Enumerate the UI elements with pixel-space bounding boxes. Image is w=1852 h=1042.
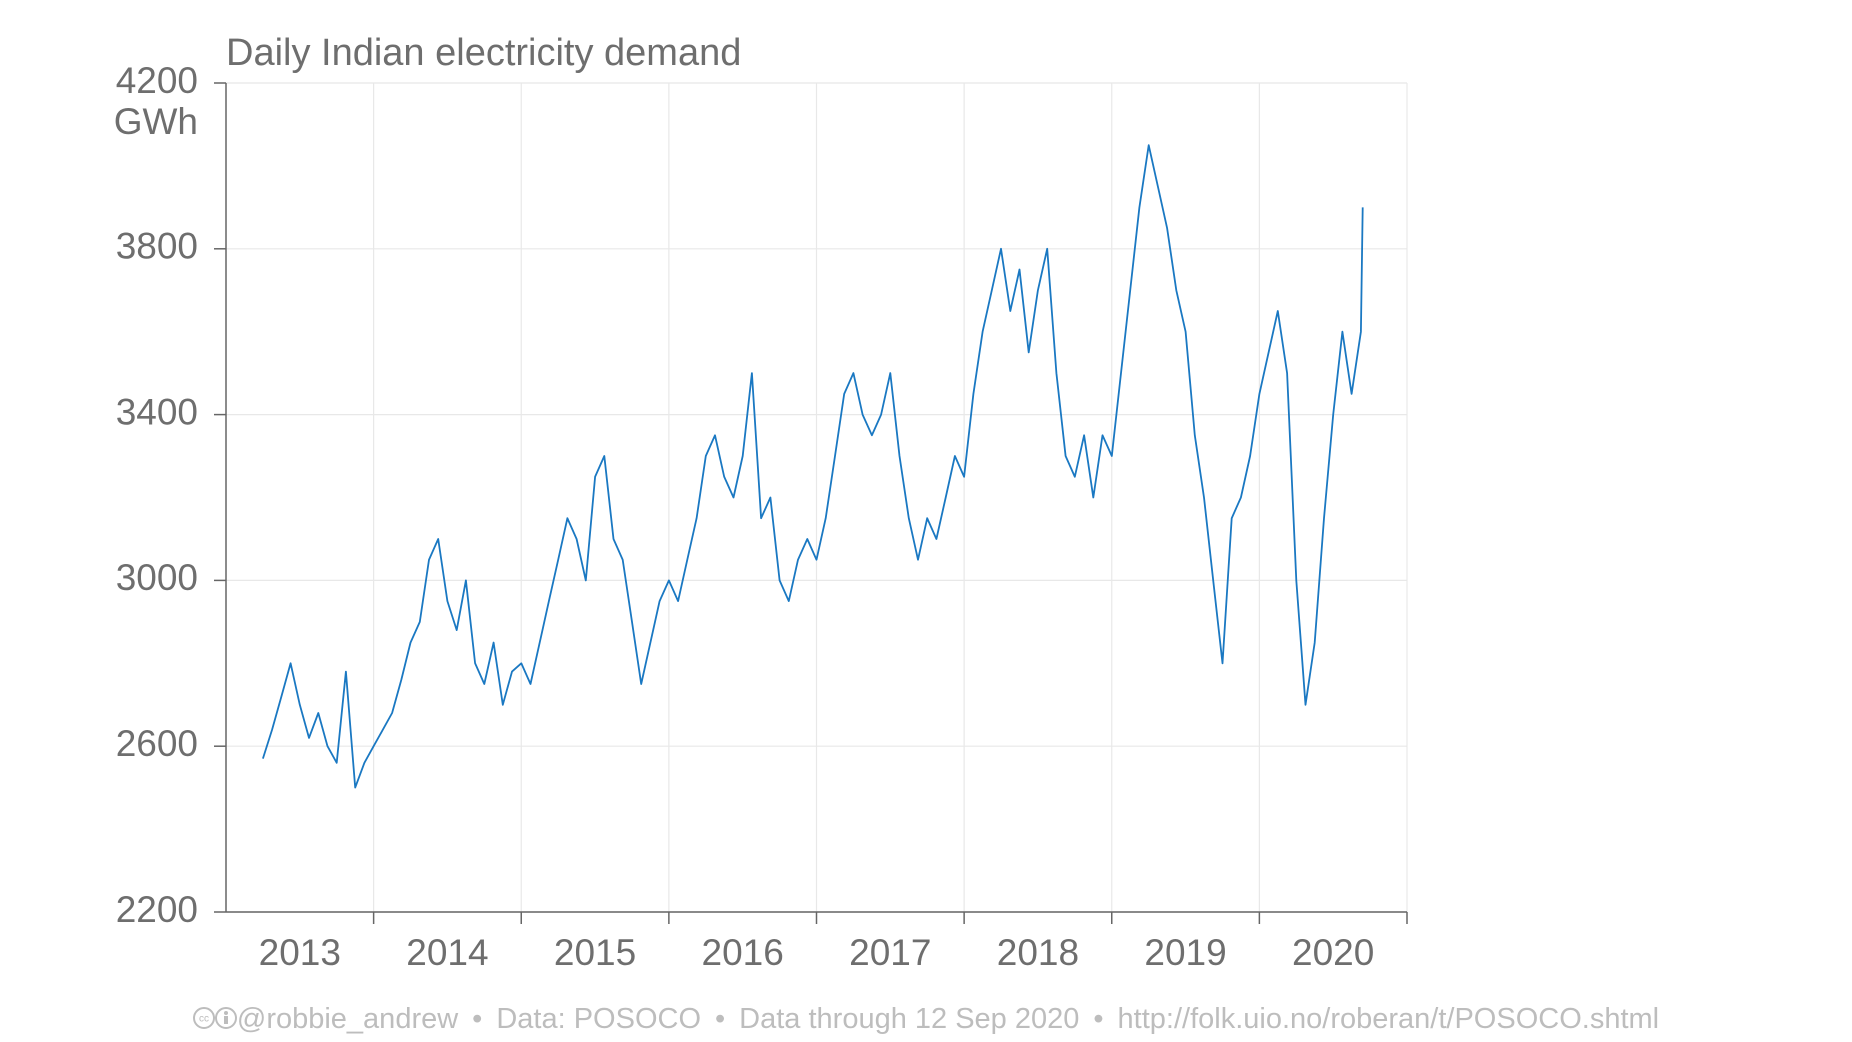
x-tick-label: 2019 xyxy=(1144,932,1226,973)
footer: cc @robbie_andrew • Data: POSOCO • Data throu… xyxy=(0,1003,1852,1036)
footer-item: Data through 12 Sep 2020 xyxy=(739,1003,1080,1035)
x-tick-label: 2020 xyxy=(1292,932,1374,973)
cc-icons: cc xyxy=(192,1007,237,1029)
y-tick-label: 3400 xyxy=(116,391,198,432)
y-tick-label: 3000 xyxy=(116,557,198,598)
footer-item: http://folk.uio.no/roberan/t/POSOCO.shtm… xyxy=(1117,1003,1660,1035)
data-line xyxy=(262,144,1364,789)
x-tick-label: 2017 xyxy=(849,932,931,973)
svg-text:cc: cc xyxy=(199,1014,209,1025)
x-tick-label: 2016 xyxy=(702,932,784,973)
footer-item: Data: POSOCO xyxy=(496,1003,701,1035)
x-tick-label: 2015 xyxy=(554,932,636,973)
y-tick-label: 2600 xyxy=(116,723,198,764)
y-tick-label: 2200 xyxy=(116,889,198,930)
y-tick-label: 3800 xyxy=(116,226,198,267)
x-tick-label: 2014 xyxy=(406,932,488,973)
y-unit: GWh xyxy=(114,101,198,142)
chart: Daily Indian electricity demand GWh 2200… xyxy=(114,32,1408,973)
chart-title: Daily Indian electricity demand xyxy=(226,32,741,74)
footer-item: @robbie_andrew xyxy=(236,1003,459,1035)
x-tick-label: 2018 xyxy=(997,932,1079,973)
y-tick-label: 4200 xyxy=(116,60,198,101)
x-tick-label: 2013 xyxy=(259,932,341,973)
